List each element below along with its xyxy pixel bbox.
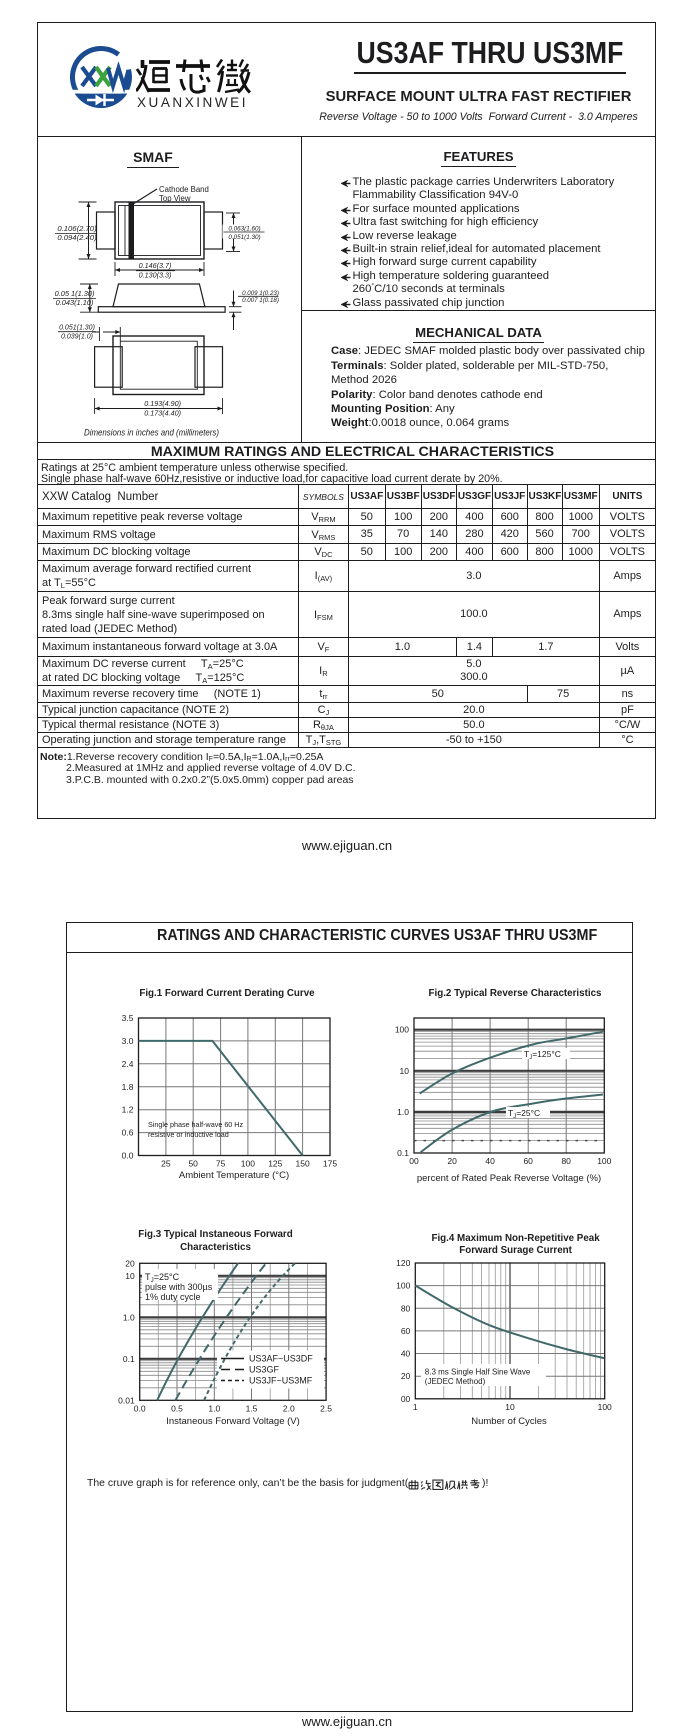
svg-text:100: 100 [396,1281,410,1291]
svg-text:1: 1 [413,1402,418,1412]
svg-text:US3JF~US3MF: US3JF~US3MF [249,1376,313,1386]
svg-text:00: 00 [409,1156,419,1166]
svg-text:0.130(3.3): 0.130(3.3) [139,271,172,280]
svg-text:Fig.3 Typical Instaneous Forw: Fig.3 Typical Instaneous Forward [138,1229,292,1240]
svg-text:pulse with 300µs: pulse with 300µs [145,1282,213,1292]
svg-text:Single phase half-wave 60 Hz: Single phase half-wave 60 Hz [148,1120,243,1129]
svg-text:8.3 ms Single Half Sine Wave: 8.3 ms Single Half Sine Wave [425,1368,531,1377]
svg-text:50: 50 [188,1159,198,1169]
svg-text:0.05 1(1.30): 0.05 1(1.30) [55,289,95,298]
svg-text:resistive or inductive load: resistive or inductive load [148,1130,229,1139]
svg-text:0.01: 0.01 [118,1395,135,1405]
svg-text:75: 75 [216,1159,226,1169]
svg-text:Characteristics: Characteristics [180,1242,251,1253]
svg-text:TJ=125°C: TJ=125°C [524,1049,561,1061]
svg-text:0.051(1.30): 0.051(1.30) [228,234,260,241]
svg-text:Top View: Top View [159,194,191,203]
svg-text:1% duty cycle: 1% duty cycle [145,1292,201,1302]
svg-text:10: 10 [400,1066,410,1076]
svg-text:150: 150 [296,1159,310,1169]
svg-text:(JEDEC Method): (JEDEC Method) [425,1377,486,1386]
svg-text:0.5: 0.5 [171,1403,183,1413]
svg-text:0.051(1.30): 0.051(1.30) [59,325,95,332]
svg-text:2.5: 2.5 [320,1403,332,1413]
svg-text:0.007 1(0.18): 0.007 1(0.18) [242,297,279,304]
svg-text:1.2: 1.2 [122,1105,134,1115]
svg-text:40: 40 [401,1349,411,1359]
svg-text:120: 120 [396,1258,410,1268]
svg-text:25: 25 [161,1159,171,1169]
svg-text:1.0: 1.0 [123,1312,135,1322]
svg-text:60: 60 [523,1156,533,1166]
svg-text:0.193(4.90): 0.193(4.90) [144,399,181,408]
svg-text:10: 10 [505,1402,515,1412]
svg-text:2.4: 2.4 [122,1059,134,1069]
svg-text:100: 100 [395,1025,409,1035]
svg-text:US3GF: US3GF [249,1365,280,1375]
svg-text:0.094(2.40): 0.094(2.40) [57,233,97,242]
svg-text:100: 100 [598,1402,612,1412]
svg-text:1.8: 1.8 [122,1082,134,1092]
svg-text:0.0: 0.0 [122,1151,134,1161]
svg-text:0.063(1.60): 0.063(1.60) [228,226,260,233]
svg-text:Forward Surage Current: Forward Surage Current [459,1245,572,1256]
svg-text:00: 00 [401,1394,411,1404]
svg-text:1.0: 1.0 [397,1107,409,1117]
svg-text:0.009 1(0.23): 0.009 1(0.23) [242,290,279,297]
svg-text:80: 80 [561,1156,571,1166]
svg-text:20: 20 [401,1371,411,1381]
svg-text:3.5: 3.5 [122,1013,134,1023]
svg-text:0.173(4.40): 0.173(4.40) [144,409,181,418]
svg-text:TJ=25°C: TJ=25°C [145,1272,180,1284]
svg-text:175: 175 [323,1159,337,1169]
svg-text:Cathode Band: Cathode Band [159,185,209,194]
svg-text:0.043(1.10): 0.043(1.10) [56,298,94,307]
svg-text:Fig.2 Typical Reverse Charact: Fig.2 Typical Reverse Characteristics [429,988,603,999]
svg-text:60: 60 [401,1326,411,1336]
svg-text:Fig.4 Maximum Non-Repetitive: Fig.4 Maximum Non-Repetitive Peak [431,1233,600,1244]
svg-text:0.1: 0.1 [123,1354,135,1364]
svg-text:TJ=25°C: TJ=25°C [508,1108,540,1120]
svg-text:10: 10 [125,1271,135,1281]
svg-text:1.0: 1.0 [208,1403,220,1413]
svg-text:20: 20 [125,1258,135,1268]
svg-text:125: 125 [268,1159,282,1169]
svg-text:0.106(2.70): 0.106(2.70) [57,224,97,233]
svg-text:2.0: 2.0 [283,1403,295,1413]
svg-text:80: 80 [401,1303,411,1313]
svg-text:Number of Cycles: Number of Cycles [471,1416,547,1427]
svg-text:Dimensions in inches and (mill: Dimensions in inches and (millimeters) [84,428,219,438]
svg-text:0.039(1.0): 0.039(1.0) [61,334,93,341]
svg-text:percent of Rated Peak Reverse: percent of Rated Peak Reverse Voltage (%… [417,1173,601,1184]
svg-text:0.1: 0.1 [397,1148,409,1158]
svg-text:US3AF~US3DF: US3AF~US3DF [249,1354,313,1364]
svg-text:0.146(3.7): 0.146(3.7) [139,261,172,270]
svg-text:3.0: 3.0 [122,1036,134,1046]
svg-text:0.6: 0.6 [122,1128,134,1138]
svg-text:1.5: 1.5 [246,1403,258,1413]
svg-text:20: 20 [447,1156,457,1166]
svg-text:Ambient Temperature (°C): Ambient Temperature (°C) [179,1170,289,1181]
svg-text:0.0: 0.0 [134,1403,146,1413]
svg-text:100: 100 [241,1159,255,1169]
svg-text:Fig.1 Forward Current Deratin: Fig.1 Forward Current Derating Curve [139,988,315,999]
svg-text:40: 40 [485,1156,495,1166]
svg-text:100: 100 [597,1156,611,1166]
svg-text:Instaneous Forward Voltage (V): Instaneous Forward Voltage (V) [166,1416,300,1427]
